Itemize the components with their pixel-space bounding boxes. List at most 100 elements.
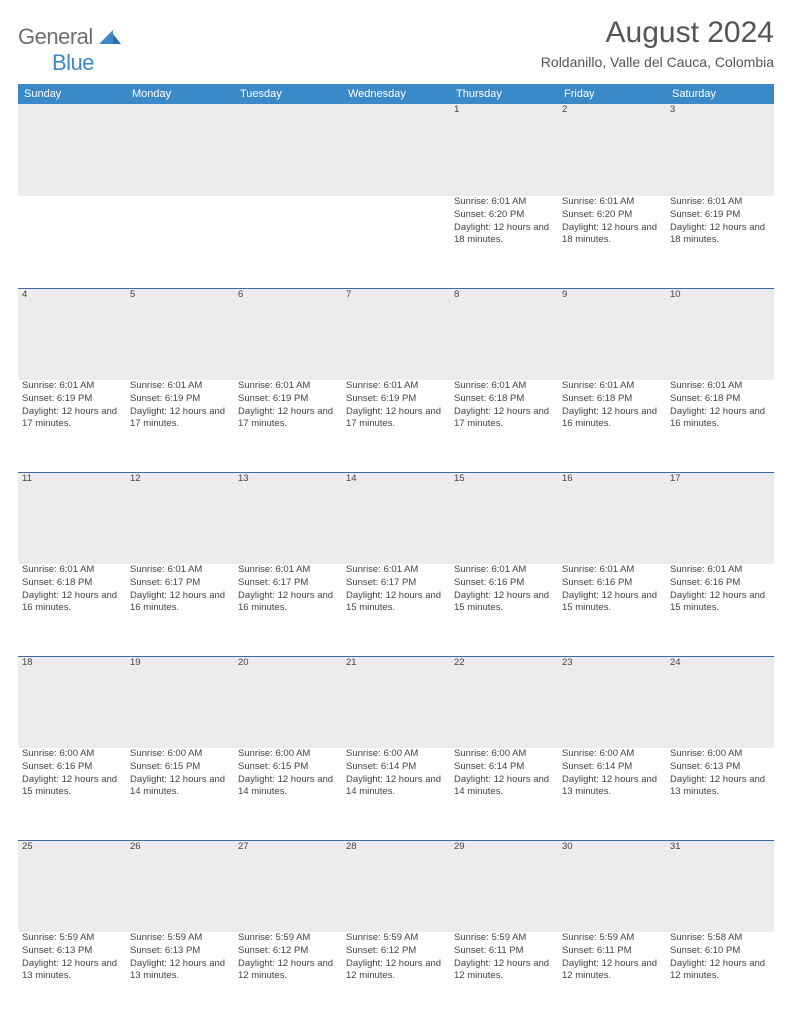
day-number-cell: 13	[234, 472, 342, 564]
sunset-line: Sunset: 6:19 PM	[22, 393, 122, 406]
sunset-line: Sunset: 6:10 PM	[670, 945, 770, 958]
daylight-line: Daylight: 12 hours and 12 minutes.	[346, 958, 446, 984]
sunrise-line: Sunrise: 6:00 AM	[346, 748, 446, 761]
day-content-row: Sunrise: 5:59 AMSunset: 6:13 PMDaylight:…	[18, 932, 774, 1024]
day-number-cell: 18	[18, 656, 126, 748]
sunset-line: Sunset: 6:18 PM	[670, 393, 770, 406]
calendar-table: Sunday Monday Tuesday Wednesday Thursday…	[18, 84, 774, 1024]
daylight-line: Daylight: 12 hours and 17 minutes.	[454, 406, 554, 432]
day-cell: Sunrise: 5:59 AMSunset: 6:13 PMDaylight:…	[126, 932, 234, 1024]
day-number-cell: 4	[18, 288, 126, 380]
day-cell	[234, 196, 342, 288]
day-number-row: 123	[18, 104, 774, 196]
daylight-line: Daylight: 12 hours and 16 minutes.	[130, 590, 230, 616]
day-cell: Sunrise: 6:01 AMSunset: 6:20 PMDaylight:…	[450, 196, 558, 288]
daylight-line: Daylight: 12 hours and 13 minutes.	[670, 774, 770, 800]
day-number-cell: 2	[558, 104, 666, 196]
sunset-line: Sunset: 6:16 PM	[22, 761, 122, 774]
daylight-line: Daylight: 12 hours and 14 minutes.	[130, 774, 230, 800]
day-cell: Sunrise: 6:01 AMSunset: 6:19 PMDaylight:…	[666, 196, 774, 288]
day-number-cell: 9	[558, 288, 666, 380]
sunrise-line: Sunrise: 6:01 AM	[670, 564, 770, 577]
daylight-line: Daylight: 12 hours and 15 minutes.	[22, 774, 122, 800]
day-number-cell	[126, 104, 234, 196]
weekday-header: Wednesday	[342, 84, 450, 104]
day-cell	[342, 196, 450, 288]
sunrise-line: Sunrise: 6:01 AM	[346, 380, 446, 393]
sunset-line: Sunset: 6:18 PM	[22, 577, 122, 590]
weekday-header: Friday	[558, 84, 666, 104]
sunset-line: Sunset: 6:16 PM	[562, 577, 662, 590]
calendar-page: General Blue August 2024 Roldanillo, Val…	[0, 0, 792, 1024]
sunset-line: Sunset: 6:20 PM	[562, 209, 662, 222]
daylight-line: Daylight: 12 hours and 16 minutes.	[22, 590, 122, 616]
day-number-cell: 19	[126, 656, 234, 748]
daylight-line: Daylight: 12 hours and 13 minutes.	[130, 958, 230, 984]
day-cell: Sunrise: 6:00 AMSunset: 6:14 PMDaylight:…	[342, 748, 450, 840]
sunset-line: Sunset: 6:19 PM	[346, 393, 446, 406]
sunrise-line: Sunrise: 6:01 AM	[22, 380, 122, 393]
daylight-line: Daylight: 12 hours and 15 minutes.	[454, 590, 554, 616]
calendar-title: August 2024	[541, 16, 774, 50]
day-content-row: Sunrise: 6:01 AMSunset: 6:18 PMDaylight:…	[18, 564, 774, 656]
sunrise-line: Sunrise: 6:01 AM	[238, 564, 338, 577]
day-cell: Sunrise: 6:01 AMSunset: 6:18 PMDaylight:…	[450, 380, 558, 472]
daylight-line: Daylight: 12 hours and 13 minutes.	[22, 958, 122, 984]
sunrise-line: Sunrise: 6:01 AM	[562, 196, 662, 209]
day-number-row: 25262728293031	[18, 840, 774, 932]
daylight-line: Daylight: 12 hours and 18 minutes.	[454, 222, 554, 248]
day-number-cell	[234, 104, 342, 196]
day-cell: Sunrise: 6:01 AMSunset: 6:19 PMDaylight:…	[18, 380, 126, 472]
day-number-row: 45678910	[18, 288, 774, 380]
day-cell: Sunrise: 5:59 AMSunset: 6:11 PMDaylight:…	[558, 932, 666, 1024]
sunset-line: Sunset: 6:14 PM	[346, 761, 446, 774]
day-number-cell	[18, 104, 126, 196]
sunrise-line: Sunrise: 6:00 AM	[454, 748, 554, 761]
daylight-line: Daylight: 12 hours and 17 minutes.	[238, 406, 338, 432]
day-number-cell: 10	[666, 288, 774, 380]
weekday-header: Thursday	[450, 84, 558, 104]
day-cell: Sunrise: 6:01 AMSunset: 6:17 PMDaylight:…	[126, 564, 234, 656]
sunset-line: Sunset: 6:14 PM	[454, 761, 554, 774]
day-cell: Sunrise: 5:59 AMSunset: 6:12 PMDaylight:…	[342, 932, 450, 1024]
sunset-line: Sunset: 6:13 PM	[22, 945, 122, 958]
day-number-cell: 3	[666, 104, 774, 196]
sunrise-line: Sunrise: 6:01 AM	[670, 380, 770, 393]
day-content-row: Sunrise: 6:01 AMSunset: 6:20 PMDaylight:…	[18, 196, 774, 288]
sunrise-line: Sunrise: 5:59 AM	[346, 932, 446, 945]
day-number-cell: 5	[126, 288, 234, 380]
sunrise-line: Sunrise: 5:58 AM	[670, 932, 770, 945]
logo-word-general: General	[18, 24, 93, 49]
day-number-cell: 11	[18, 472, 126, 564]
day-number-cell: 17	[666, 472, 774, 564]
day-number-cell: 20	[234, 656, 342, 748]
daylight-line: Daylight: 12 hours and 14 minutes.	[346, 774, 446, 800]
weekday-header: Tuesday	[234, 84, 342, 104]
sunrise-line: Sunrise: 6:01 AM	[238, 380, 338, 393]
day-number-cell: 14	[342, 472, 450, 564]
day-number-cell: 26	[126, 840, 234, 932]
weekday-header: Sunday	[18, 84, 126, 104]
daylight-line: Daylight: 12 hours and 16 minutes.	[670, 406, 770, 432]
day-number-cell: 16	[558, 472, 666, 564]
day-number-cell: 21	[342, 656, 450, 748]
day-cell: Sunrise: 6:01 AMSunset: 6:17 PMDaylight:…	[342, 564, 450, 656]
day-cell: Sunrise: 6:00 AMSunset: 6:15 PMDaylight:…	[126, 748, 234, 840]
daylight-line: Daylight: 12 hours and 18 minutes.	[562, 222, 662, 248]
day-number-cell: 12	[126, 472, 234, 564]
daylight-line: Daylight: 12 hours and 12 minutes.	[454, 958, 554, 984]
day-cell: Sunrise: 6:01 AMSunset: 6:18 PMDaylight:…	[558, 380, 666, 472]
logo-text: General Blue	[18, 24, 121, 76]
day-number-cell	[342, 104, 450, 196]
day-cell: Sunrise: 5:59 AMSunset: 6:11 PMDaylight:…	[450, 932, 558, 1024]
sunset-line: Sunset: 6:15 PM	[130, 761, 230, 774]
day-number-cell: 8	[450, 288, 558, 380]
day-number-cell: 15	[450, 472, 558, 564]
sunset-line: Sunset: 6:19 PM	[238, 393, 338, 406]
sunset-line: Sunset: 6:13 PM	[130, 945, 230, 958]
sunset-line: Sunset: 6:15 PM	[238, 761, 338, 774]
sunset-line: Sunset: 6:16 PM	[670, 577, 770, 590]
sunset-line: Sunset: 6:18 PM	[562, 393, 662, 406]
sunset-line: Sunset: 6:12 PM	[238, 945, 338, 958]
day-content-row: Sunrise: 6:00 AMSunset: 6:16 PMDaylight:…	[18, 748, 774, 840]
